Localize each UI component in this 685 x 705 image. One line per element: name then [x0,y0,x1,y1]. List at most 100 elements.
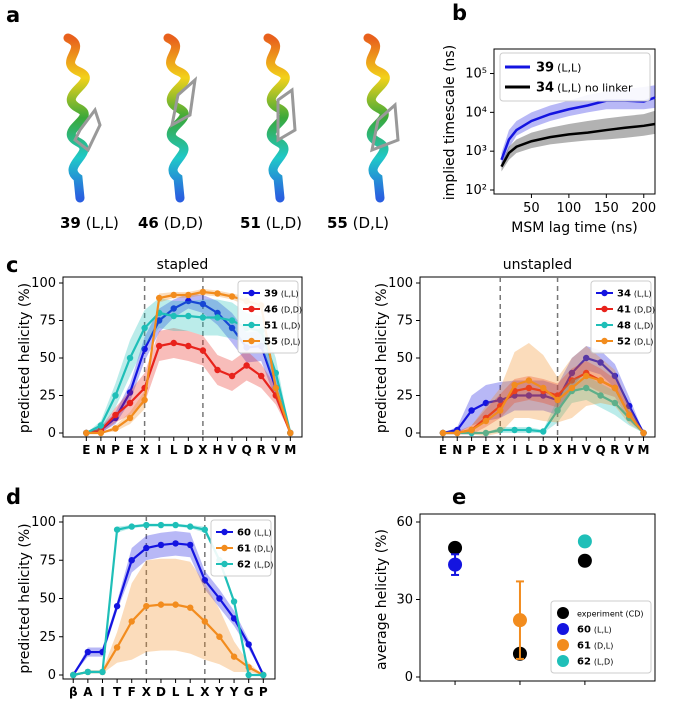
legend-config: (L,L) [557,62,581,75]
legend-label: 51 (L,D) [264,321,300,332]
legend-label: 34 (L,L) no linker [536,81,633,96]
legend-name: experiment (CD) [577,610,643,619]
data-point [170,305,177,312]
data-point [511,426,518,434]
data-point [525,377,533,384]
data-point [185,291,192,299]
y-axis-label: predicted helicity (%) [374,283,390,433]
data-point [157,541,165,549]
data-point [199,288,207,296]
series-line [73,603,264,677]
data-point [155,294,163,302]
data-point [554,407,561,414]
legend-swatch [248,337,255,345]
data-point [228,324,236,332]
legend-config: (D,D) [281,306,302,315]
data-point [448,540,463,555]
data-point [141,345,148,353]
plot-frame [419,513,656,682]
x-tick-label: V [625,443,635,457]
x-tick-label: H [212,443,222,457]
data-point [568,369,576,377]
data-point [540,392,547,399]
x-tick-label: Q [595,443,605,457]
panel-label: d [6,485,21,509]
data-point [187,604,194,611]
x-tick-label: I [512,443,516,457]
data-point [482,399,490,407]
error-band [86,328,291,433]
data-point [170,312,177,320]
y-tick-label: 25 [39,389,56,404]
y-tick-label: 25 [396,389,413,404]
y-tick-label: 0 [405,426,413,441]
x-tick-label: M [284,443,296,457]
panel-label: c [6,253,18,277]
x-tick-label: P [467,443,476,457]
data-point [583,384,590,392]
data-point [511,381,518,389]
y-axis-label: average helicity (%) [374,529,390,670]
data-point [554,396,561,404]
x-tick-label: L [170,443,178,457]
legend-swatch [221,560,228,568]
legend-box [499,52,651,102]
data-point [214,309,221,317]
y-tick-label: 50 [396,351,413,366]
legend-box [590,280,652,354]
y-tick-label: 100 [31,515,56,530]
x-tick-label: P [259,685,268,699]
data-point [187,541,194,549]
data-point [482,429,490,437]
data-point [84,648,92,656]
x-tick-label: 50 [523,201,540,216]
x-tick-label: L [172,685,180,699]
data-point [230,615,238,622]
data-point [512,613,527,628]
data-point [187,523,194,530]
y-tick-label: 0 [405,670,413,685]
legend: 39 (L,L)34 (L,L) no linker [499,52,651,102]
legend-config: (D,L) [281,338,300,347]
data-point [141,396,148,404]
error-band [501,85,655,167]
x-tick-label: 150 [594,201,619,216]
molecule-id: 39 [60,214,81,232]
x-tick-label: R [257,443,266,457]
plot-frame [419,276,656,438]
legend-label: 60 (L,L) [237,528,272,539]
data-point [141,324,148,332]
y-tick-label: 0 [48,668,56,683]
y-axis-label: implied timescale (ns) [442,45,458,200]
x-tick-label: D [183,443,193,457]
helix [63,33,90,203]
x-tick-label: I [100,685,104,699]
legend: 34 (L,L)41 (D,D)48 (L,D)52 (D,L) [590,280,655,354]
legend-swatch [557,639,569,651]
legend-name: 46 [264,305,278,316]
legend-swatch [557,655,569,667]
x-tick-label: R [610,443,619,457]
error-band [442,376,644,433]
error-band [501,110,655,172]
x-tick-label: X [200,685,210,699]
y-tick-label: 30 [396,593,413,608]
data-point [611,399,619,407]
legend-name: 51 [264,321,278,332]
molecule-config: (L,D) [266,214,302,232]
legend: experiment (CD)60 (L,L)61 (D,L)62 (L,D) [550,600,652,674]
legend-label: 61 (D,L) [577,641,613,652]
data-point [112,411,119,419]
panel-label: a [6,3,20,27]
data-point [185,297,192,305]
data-point [497,407,504,414]
data-point [568,377,576,384]
molecule-images [63,33,400,203]
x-tick-label: G [244,685,254,699]
x-tick-label: β [69,685,78,699]
data-point [568,384,576,392]
legend-name: 62 [577,657,591,668]
y-tick-label: 10⁴ [465,105,487,120]
y-tick-label: 50 [39,592,56,607]
legend-config: (D,L) [634,338,653,347]
